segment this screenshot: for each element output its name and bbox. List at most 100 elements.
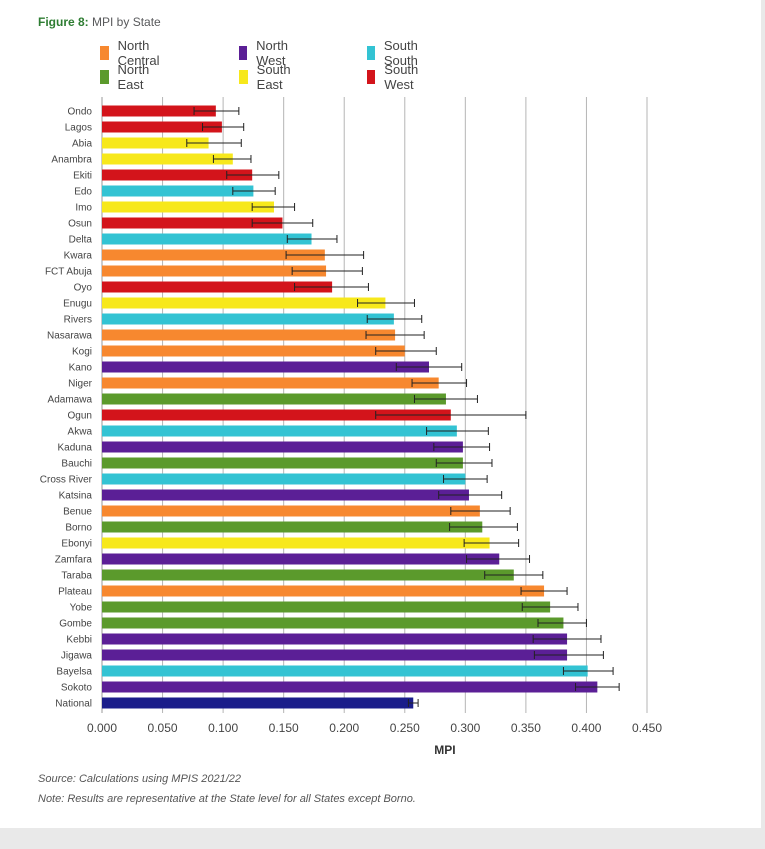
figure-title-text: MPI by State <box>92 15 161 29</box>
category-label: Bauchi <box>61 459 92 470</box>
legend-item-north-west: North West <box>239 38 294 68</box>
category-label: Sokoto <box>61 683 93 694</box>
bar <box>102 217 283 229</box>
bar <box>102 649 568 661</box>
bar <box>102 569 514 581</box>
bar <box>102 281 333 293</box>
x-tick-label: 0.200 <box>329 721 359 735</box>
bar <box>102 233 312 245</box>
bar <box>102 121 222 133</box>
legend-item-north-east: North East <box>100 62 155 92</box>
x-tick-label: 0.400 <box>571 721 601 735</box>
bar <box>102 393 446 405</box>
legend-item-north-central: North Central <box>100 38 165 68</box>
legend-item-south-west: South West <box>367 62 424 92</box>
category-label: Oyo <box>74 283 93 294</box>
legend-label: South South <box>383 38 418 68</box>
bar <box>102 553 500 565</box>
legend-label: North Central <box>117 38 160 68</box>
category-label: Yobe <box>70 603 93 614</box>
bar <box>102 505 480 517</box>
category-label: Adamawa <box>48 395 93 406</box>
category-label: National <box>55 699 92 710</box>
category-label: Osun <box>68 219 92 230</box>
category-label: Kogi <box>72 347 92 358</box>
legend-swatch-north-central <box>100 46 109 60</box>
legend-label: North East <box>117 62 150 92</box>
bar <box>102 169 253 181</box>
category-label: Benue <box>63 507 92 518</box>
bar <box>102 265 327 277</box>
x-tick-label: 0.300 <box>450 721 480 735</box>
x-tick-label: 0.000 <box>87 721 117 735</box>
bar <box>102 457 463 469</box>
category-label: Kano <box>69 363 93 374</box>
legend-label: South East <box>256 62 291 92</box>
legend-swatch-south-west <box>367 70 376 84</box>
bar <box>102 441 463 453</box>
category-label: Rivers <box>64 315 92 326</box>
category-label: Kwara <box>64 251 93 262</box>
bar <box>102 329 396 341</box>
category-label: Enugu <box>63 299 92 310</box>
category-label: Cross River <box>40 475 93 486</box>
category-label: Kaduna <box>58 443 93 454</box>
bar <box>102 153 233 165</box>
category-label: Lagos <box>65 123 92 134</box>
legend-swatch-south-east <box>239 70 248 84</box>
source-note: Source: Calculations using MPIS 2021/22 <box>38 773 242 785</box>
bar <box>102 297 386 309</box>
category-label: Imo <box>75 203 92 214</box>
category-label: Nasarawa <box>47 331 92 342</box>
bar <box>102 313 394 325</box>
bar <box>102 601 551 613</box>
figure-title: Figure 8: MPI by State <box>38 15 161 29</box>
x-tick-label: 0.350 <box>511 721 541 735</box>
category-label: Taraba <box>61 571 92 582</box>
bar <box>102 697 414 709</box>
bar <box>102 617 564 629</box>
category-label: Niger <box>68 379 93 390</box>
bar <box>102 665 588 677</box>
bar <box>102 361 429 373</box>
x-tick-label: 0.100 <box>208 721 238 735</box>
bar <box>102 345 405 357</box>
legend-swatch-south-south <box>367 46 375 60</box>
category-label: Delta <box>69 235 93 246</box>
bar <box>102 409 451 421</box>
bar <box>102 521 483 533</box>
legend-label: South West <box>384 62 419 92</box>
category-label: Borno <box>65 523 92 534</box>
category-label: Jigawa <box>61 651 93 662</box>
legend-label: North West <box>256 38 288 68</box>
bar <box>102 201 274 213</box>
category-label: Ebonyi <box>61 539 92 550</box>
mpi-bar-chart: 0.000 0.050 0.100 0.150 0.200 0.250 0.300 0.350… <box>40 97 662 757</box>
category-label: Anambra <box>51 155 92 166</box>
legend-swatch-north-west <box>239 46 248 60</box>
category-label: Katsina <box>59 491 93 502</box>
bar <box>102 105 216 117</box>
category-label: FCT Abuja <box>45 267 92 278</box>
bar <box>102 489 469 501</box>
bar <box>102 537 490 549</box>
bar <box>102 249 325 261</box>
category-label: Kebbi <box>66 635 92 646</box>
bar <box>102 377 439 389</box>
bar <box>102 585 545 597</box>
legend-item-south-south: South South <box>367 38 424 68</box>
category-label: Edo <box>74 187 92 198</box>
x-axis-title: MPI <box>434 743 455 757</box>
category-label: Ogun <box>68 411 92 422</box>
bar <box>102 633 568 645</box>
bar <box>102 425 457 437</box>
category-label: Zamfara <box>55 555 93 566</box>
legend-swatch-north-east <box>100 70 109 84</box>
category-label: Ondo <box>68 107 93 118</box>
bar <box>102 185 254 197</box>
x-tick-label: 0.450 <box>632 721 662 735</box>
bar <box>102 137 209 149</box>
category-label: Plateau <box>58 587 92 598</box>
category-label: Abia <box>72 139 92 150</box>
category-label: Gombe <box>59 619 92 630</box>
